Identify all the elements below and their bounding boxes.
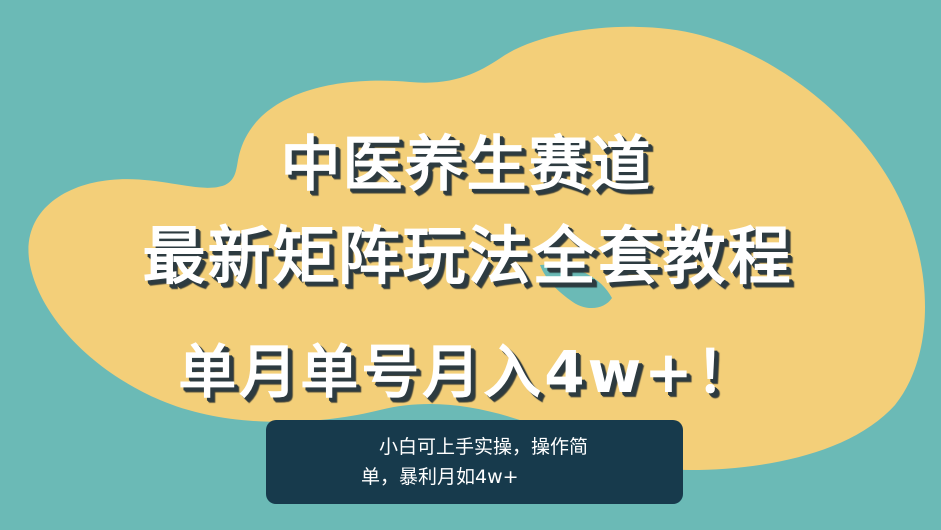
headline-line-3: 单月单号月入4w+！: [178, 338, 757, 406]
blob-notch-shape: [540, 264, 612, 309]
note-box: 小白可上手实操，操作简 单，暴利月如4w+: [266, 420, 683, 504]
note-line-1: 小白可上手实操，操作简: [379, 436, 589, 458]
headline-line-1: 中医养生赛道: [280, 130, 653, 200]
note-line-2: 单，暴利月如4w+: [361, 466, 519, 488]
headline-line-2: 最新矩阵玩法全套教程: [142, 220, 793, 293]
